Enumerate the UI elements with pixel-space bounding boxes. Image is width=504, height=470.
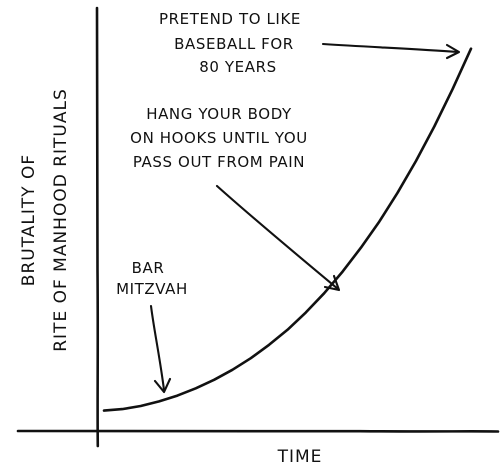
annotation-baseball: PRETEND TO LIKE BASEBALL FOR 80 YEARS	[159, 10, 459, 76]
annotation-hooks-arrow	[217, 186, 338, 289]
annotation-hooks-line-2: ON HOOKS UNTIL YOU	[130, 129, 308, 147]
annotation-baseball-line-1: PRETEND TO LIKE	[159, 10, 301, 28]
annotation-bar-mitzvah-line-2: MITZVAH	[116, 280, 188, 298]
y-axis-label-line-2: RITE OF MANHOOD RITUALS	[51, 88, 71, 352]
annotation-bar-mitzvah: BAR MITZVAH	[116, 259, 188, 392]
y-axis	[97, 8, 98, 446]
annotation-baseball-arrow	[323, 44, 458, 52]
annotation-baseball-line-2: BASEBALL FOR	[174, 35, 294, 53]
x-axis	[18, 431, 498, 432]
annotation-baseball-line-3: 80 YEARS	[199, 58, 277, 76]
annotation-bar-mitzvah-line-1: BAR	[132, 259, 165, 277]
annotation-bar-mitzvah-arrow	[151, 306, 164, 390]
y-axis-label: BRUTALITY OF RITE OF MANHOOD RITUALS	[19, 88, 71, 352]
annotation-hooks-line-3: PASS OUT FROM PAIN	[133, 153, 305, 171]
annotation-hooks-line-1: HANG YOUR BODY	[146, 105, 292, 123]
y-axis-label-line-1: BRUTALITY OF	[19, 154, 39, 286]
x-axis-label: TIME	[277, 447, 323, 467]
